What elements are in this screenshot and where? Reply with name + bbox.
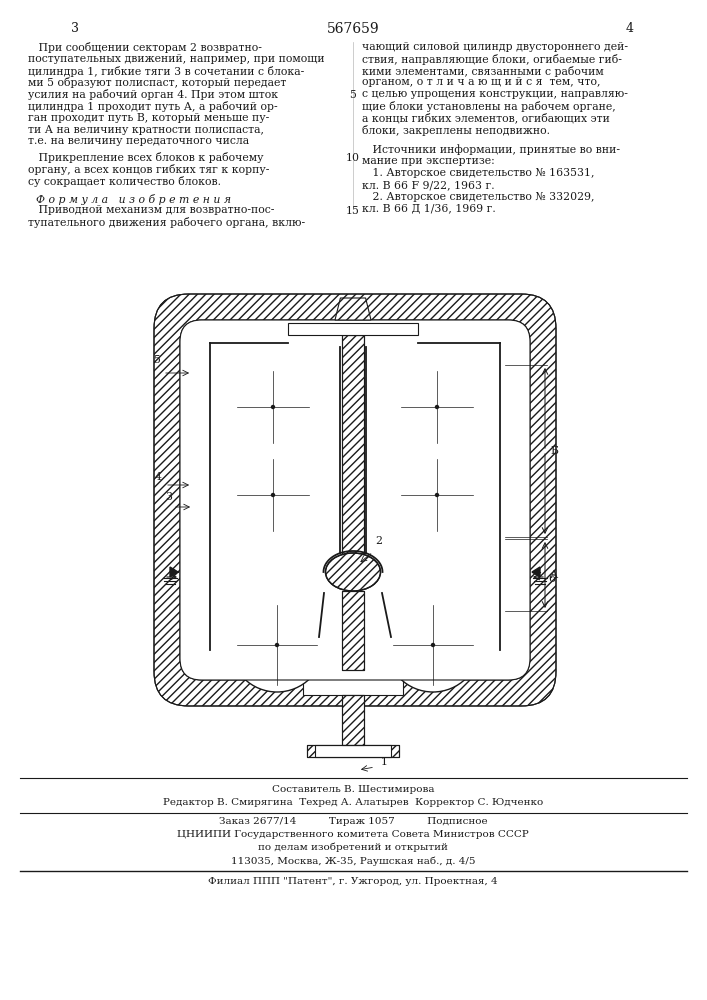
Text: су сокращает количество блоков.: су сокращает количество блоков. bbox=[28, 176, 221, 187]
Circle shape bbox=[386, 598, 480, 692]
Circle shape bbox=[436, 493, 438, 496]
Text: Б: Б bbox=[550, 446, 558, 456]
Text: органом, о т л и ч а ю щ и й с я  тем, что,: органом, о т л и ч а ю щ и й с я тем, чт… bbox=[362, 77, 600, 87]
Text: поступательных движений, например, при помощи: поступательных движений, например, при п… bbox=[28, 54, 325, 64]
Bar bbox=[342, 335, 364, 557]
Text: Прикрепление всех блоков к рабочему: Прикрепление всех блоков к рабочему bbox=[28, 152, 264, 163]
Text: При сообщении секторам 2 возвратно-: При сообщении секторам 2 возвратно- bbox=[28, 42, 262, 53]
Bar bbox=[303, 670, 403, 695]
Bar bbox=[307, 745, 399, 757]
Circle shape bbox=[395, 365, 479, 449]
Bar bbox=[342, 335, 364, 557]
Bar bbox=[342, 695, 364, 745]
Text: 5: 5 bbox=[349, 90, 356, 100]
Text: Ф о р м у л а   и з о б р е т е н и я: Ф о р м у л а и з о б р е т е н и я bbox=[36, 194, 231, 205]
Text: ми 5 образуют полиспаст, который передает: ми 5 образуют полиспаст, который передае… bbox=[28, 77, 286, 88]
Text: Источники информации, принятые во вни-: Источники информации, принятые во вни- bbox=[362, 144, 620, 155]
Text: по делам изобретений и открытий: по делам изобретений и открытий bbox=[258, 843, 448, 852]
Text: ствия, направляющие блоки, огибаемые гиб-: ствия, направляющие блоки, огибаемые гиб… bbox=[362, 54, 622, 65]
Text: кл. В 66 F 9/22, 1963 г.: кл. В 66 F 9/22, 1963 г. bbox=[362, 180, 495, 190]
Bar bbox=[342, 591, 364, 670]
Text: 567659: 567659 bbox=[327, 22, 380, 36]
Text: 5: 5 bbox=[153, 355, 160, 365]
Text: тупательного движения рабочего органа, вклю-: тупательного движения рабочего органа, в… bbox=[28, 217, 305, 228]
Text: Составитель В. Шестимирова: Составитель В. Шестимирова bbox=[271, 785, 434, 794]
Text: кл. В 66 Д 1/36, 1969 г.: кл. В 66 Д 1/36, 1969 г. bbox=[362, 203, 496, 213]
Circle shape bbox=[231, 365, 315, 449]
Text: 1: 1 bbox=[381, 757, 388, 767]
Text: органу, а всех концов гибких тяг к корпу-: органу, а всех концов гибких тяг к корпу… bbox=[28, 164, 269, 175]
Polygon shape bbox=[335, 298, 371, 320]
Text: 15: 15 bbox=[346, 206, 360, 216]
FancyBboxPatch shape bbox=[154, 294, 556, 706]
Text: т.е. на величину передаточного числа: т.е. на величину передаточного числа bbox=[28, 136, 249, 146]
Circle shape bbox=[436, 406, 438, 408]
Text: цилиндра 1, гибкие тяги 3 в сочетании с блока-: цилиндра 1, гибкие тяги 3 в сочетании с … bbox=[28, 66, 304, 77]
Text: 3: 3 bbox=[71, 22, 79, 35]
Text: щие блоки установлены на рабочем органе,: щие блоки установлены на рабочем органе, bbox=[362, 101, 616, 112]
Text: Заказ 2677/14          Тираж 1057          Подписное: Заказ 2677/14 Тираж 1057 Подписное bbox=[218, 817, 487, 826]
Circle shape bbox=[230, 598, 324, 692]
Circle shape bbox=[271, 406, 274, 408]
Text: кими элементами, связанными с рабочим: кими элементами, связанными с рабочим bbox=[362, 66, 604, 77]
Text: ган проходит путь В, который меньше пу-: ган проходит путь В, который меньше пу- bbox=[28, 113, 269, 123]
FancyBboxPatch shape bbox=[180, 320, 530, 680]
Text: 3: 3 bbox=[165, 492, 172, 502]
Bar bbox=[315, 745, 391, 757]
Text: 113035, Москва, Ж-35, Раушская наб., д. 4/5: 113035, Москва, Ж-35, Раушская наб., д. … bbox=[230, 856, 475, 865]
Circle shape bbox=[395, 453, 479, 537]
Text: Приводной механизм для возвратно-пос-: Приводной механизм для возвратно-пос- bbox=[28, 205, 274, 215]
Circle shape bbox=[431, 644, 435, 647]
Text: мание при экспертизе:: мание при экспертизе: bbox=[362, 156, 495, 166]
Text: 4: 4 bbox=[155, 472, 162, 482]
Text: ЦНИИПИ Государственного комитета Совета Министров СССР: ЦНИИПИ Государственного комитета Совета … bbox=[177, 830, 529, 839]
Bar bbox=[342, 695, 364, 745]
Text: 10: 10 bbox=[346, 153, 360, 163]
Bar bbox=[307, 745, 399, 757]
Text: А: А bbox=[550, 570, 559, 580]
FancyBboxPatch shape bbox=[167, 307, 543, 693]
Text: усилия на рабочий орган 4. При этом шток: усилия на рабочий орган 4. При этом шток bbox=[28, 89, 278, 100]
Bar bbox=[342, 591, 364, 670]
Text: чающий силовой цилиндр двустороннего дей-: чающий силовой цилиндр двустороннего дей… bbox=[362, 42, 628, 52]
Ellipse shape bbox=[325, 553, 380, 591]
Circle shape bbox=[276, 644, 279, 647]
Circle shape bbox=[231, 453, 315, 537]
FancyBboxPatch shape bbox=[180, 320, 530, 680]
Text: Редактор В. Смирягина  Техред А. Алатырев  Корректор С. Юдченко: Редактор В. Смирягина Техред А. Алатырев… bbox=[163, 798, 543, 807]
Polygon shape bbox=[532, 567, 540, 577]
Text: с целью упрощения конструкции, направляю-: с целью упрощения конструкции, направляю… bbox=[362, 89, 628, 99]
Text: 6: 6 bbox=[548, 574, 555, 584]
Text: 1. Авторское свидетельство № 163531,: 1. Авторское свидетельство № 163531, bbox=[362, 168, 595, 178]
Text: 4: 4 bbox=[626, 22, 634, 35]
Bar bbox=[288, 323, 418, 335]
Text: 2. Авторское свидетельство № 332029,: 2. Авторское свидетельство № 332029, bbox=[362, 192, 595, 202]
Circle shape bbox=[271, 493, 274, 496]
Text: а концы гибких элементов, огибающих эти: а концы гибких элементов, огибающих эти bbox=[362, 113, 610, 124]
Text: 2: 2 bbox=[375, 536, 382, 546]
Polygon shape bbox=[170, 567, 178, 577]
Text: Филиал ППП "Патент", г. Ужгород, ул. Проектная, 4: Филиал ППП "Патент", г. Ужгород, ул. Про… bbox=[208, 877, 498, 886]
Text: цилиндра 1 проходит путь А, а рабочий ор-: цилиндра 1 проходит путь А, а рабочий ор… bbox=[28, 101, 278, 112]
Text: блоки, закреплены неподвижно.: блоки, закреплены неподвижно. bbox=[362, 125, 550, 136]
Text: ти А на величину кратности полиспаста,: ти А на величину кратности полиспаста, bbox=[28, 125, 264, 135]
